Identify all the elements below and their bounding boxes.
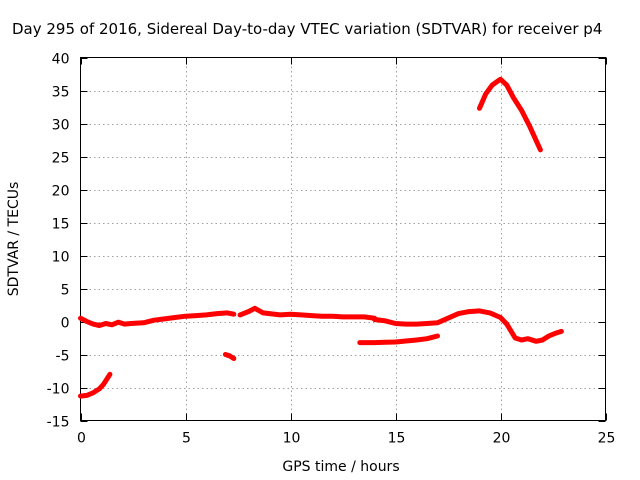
y-tick-label: 5	[61, 283, 70, 299]
x-tick-label: 20	[493, 431, 511, 447]
x-tick-label: 5	[182, 431, 191, 447]
plot-frame	[80, 57, 606, 421]
y-tick-label: 10	[52, 250, 70, 266]
chart-title: Day 295 of 2016, Sidereal Day-to-day VTE…	[12, 20, 602, 38]
x-tick-label: 15	[388, 431, 406, 447]
series	[78, 76, 564, 399]
y-tick-label: 20	[52, 184, 70, 200]
x-axis-label: GPS time / hours	[282, 459, 399, 475]
series-segment	[128, 310, 237, 326]
x-tick-label: 0	[77, 431, 86, 447]
series-segment	[504, 321, 564, 344]
series-segment	[372, 308, 510, 327]
y-tick-label: -5	[56, 349, 70, 365]
x-tick-label: 10	[283, 431, 301, 447]
y-tick-label: 30	[52, 118, 70, 134]
series-segment	[477, 76, 543, 153]
series-segment	[237, 305, 377, 321]
y-axis-label: SDTVAR / TECUs	[6, 182, 22, 297]
y-tick-label: -10	[47, 382, 70, 398]
series-segment	[357, 333, 440, 346]
series-segment	[78, 315, 134, 328]
y-tick-label: 15	[52, 217, 70, 233]
axis-ticks: -15 -10 -5 0 5 10 15 20 25 30 35 40 0 5 10 15 20 25	[47, 52, 616, 447]
x-tick-label: 25	[598, 431, 616, 447]
series-segment	[222, 352, 237, 361]
y-tick-label: 35	[52, 85, 70, 101]
grid	[80, 57, 606, 421]
y-tick-label: 25	[52, 151, 70, 167]
y-tick-label: 40	[52, 52, 70, 68]
y-tick-label: 0	[61, 316, 70, 332]
series-segment	[78, 371, 113, 399]
y-tick-label: -15	[47, 415, 70, 431]
